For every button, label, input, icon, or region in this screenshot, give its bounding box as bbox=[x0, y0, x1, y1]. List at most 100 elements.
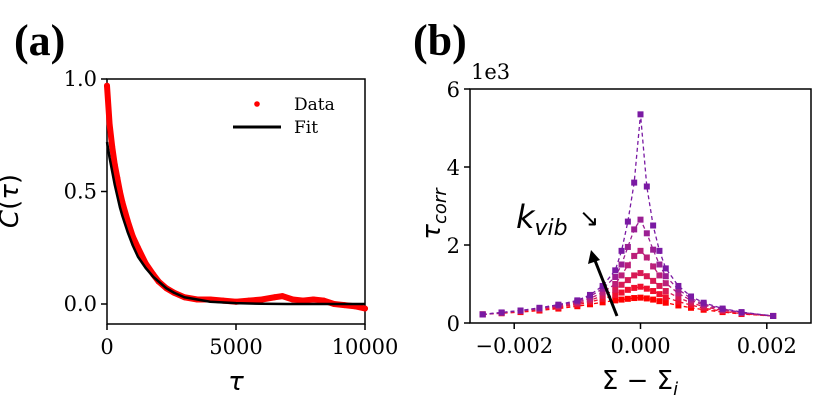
series-point-k2 bbox=[599, 295, 606, 302]
series-point-k1 bbox=[599, 299, 606, 306]
y-tick-label-a: 0.5 bbox=[64, 180, 97, 204]
kvib-arrow-head bbox=[588, 250, 600, 264]
series-point-k6 bbox=[656, 247, 663, 254]
series-point-k2 bbox=[662, 294, 669, 301]
series-point-k4 bbox=[612, 281, 619, 287]
series-point-k1 bbox=[643, 295, 650, 302]
data-point bbox=[129, 233, 136, 240]
data-point bbox=[111, 161, 118, 168]
series-point-k6 bbox=[631, 179, 638, 186]
axis-ticks-a: 0 5000 10000 0.0 0.5 1.0 bbox=[64, 67, 399, 359]
panel-label-a: (a) bbox=[14, 16, 65, 65]
series-point-k6 bbox=[574, 297, 581, 304]
series-point-k1 bbox=[624, 295, 631, 302]
series-point-k4 bbox=[650, 263, 657, 270]
series-point-k2 bbox=[650, 288, 657, 295]
data-series-b bbox=[479, 111, 777, 319]
axis-ticks-b: −0.002 0.000 0.002 0 2 4 6 bbox=[447, 78, 797, 358]
series-point-k5 bbox=[624, 243, 631, 250]
series-point-k6 bbox=[612, 267, 619, 274]
series-point-k6 bbox=[770, 312, 777, 319]
series-point-k4 bbox=[631, 252, 638, 259]
series-point-k4 bbox=[637, 247, 644, 254]
y-tick-label-a: 1.0 bbox=[64, 67, 97, 91]
y-tick-label-b: 0 bbox=[447, 312, 460, 336]
x-tick-label-a: 0 bbox=[100, 335, 113, 359]
series-point-k5 bbox=[643, 230, 650, 237]
series-point-k2 bbox=[631, 284, 638, 291]
series-point-k5 bbox=[637, 216, 644, 223]
series-point-k3 bbox=[631, 272, 638, 279]
series-point-k6 bbox=[643, 183, 650, 190]
y-tick-label-b: 4 bbox=[447, 156, 460, 180]
series-point-k1 bbox=[656, 298, 663, 305]
series-point-k3 bbox=[624, 277, 631, 284]
series-point-k4 bbox=[599, 289, 606, 296]
series-point-k6 bbox=[536, 304, 543, 311]
series-point-k2 bbox=[618, 289, 625, 296]
data-band bbox=[104, 82, 368, 312]
data-point bbox=[279, 293, 286, 300]
annotation-arrow-icon: ↘ bbox=[579, 204, 599, 232]
kvib-arrow bbox=[588, 250, 619, 317]
series-point-k4 bbox=[656, 272, 663, 279]
series-point-k3 bbox=[618, 281, 625, 288]
fit-series-a bbox=[105, 141, 365, 306]
series-point-k6 bbox=[618, 247, 625, 254]
series-point-k3 bbox=[656, 282, 663, 289]
series-point-k2 bbox=[675, 298, 682, 305]
series-point-k6 bbox=[738, 309, 745, 316]
series-point-k6 bbox=[599, 282, 606, 289]
series-point-k2 bbox=[624, 286, 631, 293]
y-tick-label-a: 0.0 bbox=[64, 292, 97, 316]
data-point bbox=[124, 217, 131, 224]
series-point-k6 bbox=[688, 293, 695, 300]
series-point-k6 bbox=[700, 299, 707, 306]
fit-line bbox=[105, 141, 365, 306]
data-point bbox=[300, 297, 307, 304]
series-point-k2 bbox=[643, 285, 650, 292]
series-point-k3 bbox=[637, 270, 644, 277]
legend-label-data: Data bbox=[294, 95, 335, 115]
panel-a: 0 5000 10000 0.0 0.5 1.0 Data Fit C(τ) τ bbox=[0, 67, 398, 397]
series-point-k5 bbox=[612, 273, 619, 280]
series-point-k4 bbox=[662, 280, 669, 287]
series-point-k6 bbox=[719, 305, 726, 312]
series-point-k3 bbox=[662, 288, 669, 295]
panel-label-b: (b) bbox=[413, 16, 467, 65]
series-point-k1 bbox=[650, 296, 657, 303]
series-point-k4 bbox=[618, 272, 625, 279]
series-point-k2 bbox=[612, 291, 619, 298]
series-point-k6 bbox=[479, 311, 486, 318]
data-point bbox=[245, 297, 252, 304]
series-point-k1 bbox=[612, 297, 619, 304]
series-point-k6 bbox=[650, 222, 657, 229]
series-point-k4 bbox=[643, 254, 650, 261]
series-point-k6 bbox=[517, 307, 524, 314]
x-tick-label-b: 0.000 bbox=[610, 334, 670, 358]
series-point-k3 bbox=[675, 294, 682, 301]
panel-b: 1e3 −0.002 0.000 0.002 0 2 4 6 kvib ↘ τcorr Σ … bbox=[417, 60, 812, 400]
series-point-k5 bbox=[656, 261, 663, 268]
data-point bbox=[289, 296, 296, 303]
annotation-kvib: kvib bbox=[516, 198, 568, 241]
series-point-k6 bbox=[498, 309, 505, 316]
series-point-k5 bbox=[662, 273, 669, 280]
series-point-k4 bbox=[624, 262, 631, 269]
series-point-k4 bbox=[675, 290, 682, 297]
series-point-k6 bbox=[637, 111, 644, 118]
y-tick-label-b: 6 bbox=[447, 78, 460, 102]
series-line-k6 bbox=[482, 114, 774, 317]
data-point bbox=[119, 199, 126, 206]
series-point-k3 bbox=[612, 286, 619, 293]
offset-text-b: 1e3 bbox=[471, 60, 510, 84]
series-point-k3 bbox=[650, 277, 657, 284]
series-point-k3 bbox=[643, 273, 650, 280]
series-point-k6 bbox=[555, 301, 562, 308]
legend-marker-data bbox=[254, 101, 260, 107]
kvib-arrow-shaft bbox=[592, 257, 619, 317]
data-series-a bbox=[104, 82, 368, 312]
data-point bbox=[116, 188, 123, 195]
data-point bbox=[114, 175, 121, 181]
legend-label-fit: Fit bbox=[294, 118, 318, 138]
